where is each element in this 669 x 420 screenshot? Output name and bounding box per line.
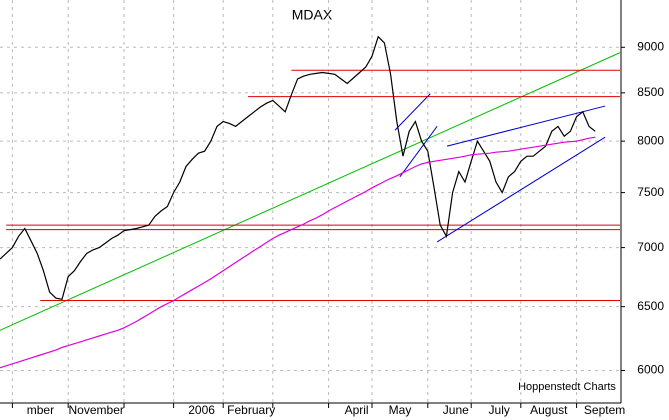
y-tick-label: 7500 [637,185,664,199]
trend-line [399,126,438,178]
x-tick-label: May [389,403,412,417]
y-tick-label: 8500 [637,85,664,99]
y-tick-label: 8000 [637,133,664,147]
trend-line [436,136,606,243]
x-tick-label: June [443,403,469,417]
y-tick-label: 6000 [637,363,664,377]
y-tick-label: 6500 [637,299,664,313]
source-note: Hoppenstedt Charts [518,381,616,393]
x-tick-label: February [227,403,275,417]
x-tick-label: 2006 [188,403,215,417]
x-tick-label: November [69,403,124,417]
trend-line [394,93,431,131]
trend-line [446,105,606,147]
x-tick-label: Septem [584,403,625,417]
y-tick-label: 7000 [637,240,664,254]
trend-line [0,52,621,331]
y-tick-label: 9000 [637,39,664,53]
x-tick-label: August [530,403,568,417]
x-tick-label: July [489,403,510,417]
x-tick-label: mber [27,403,54,417]
series-line [0,35,596,300]
x-tick-label: April [345,403,369,417]
chart-title: MDAX [292,7,333,23]
series-line [0,136,596,369]
